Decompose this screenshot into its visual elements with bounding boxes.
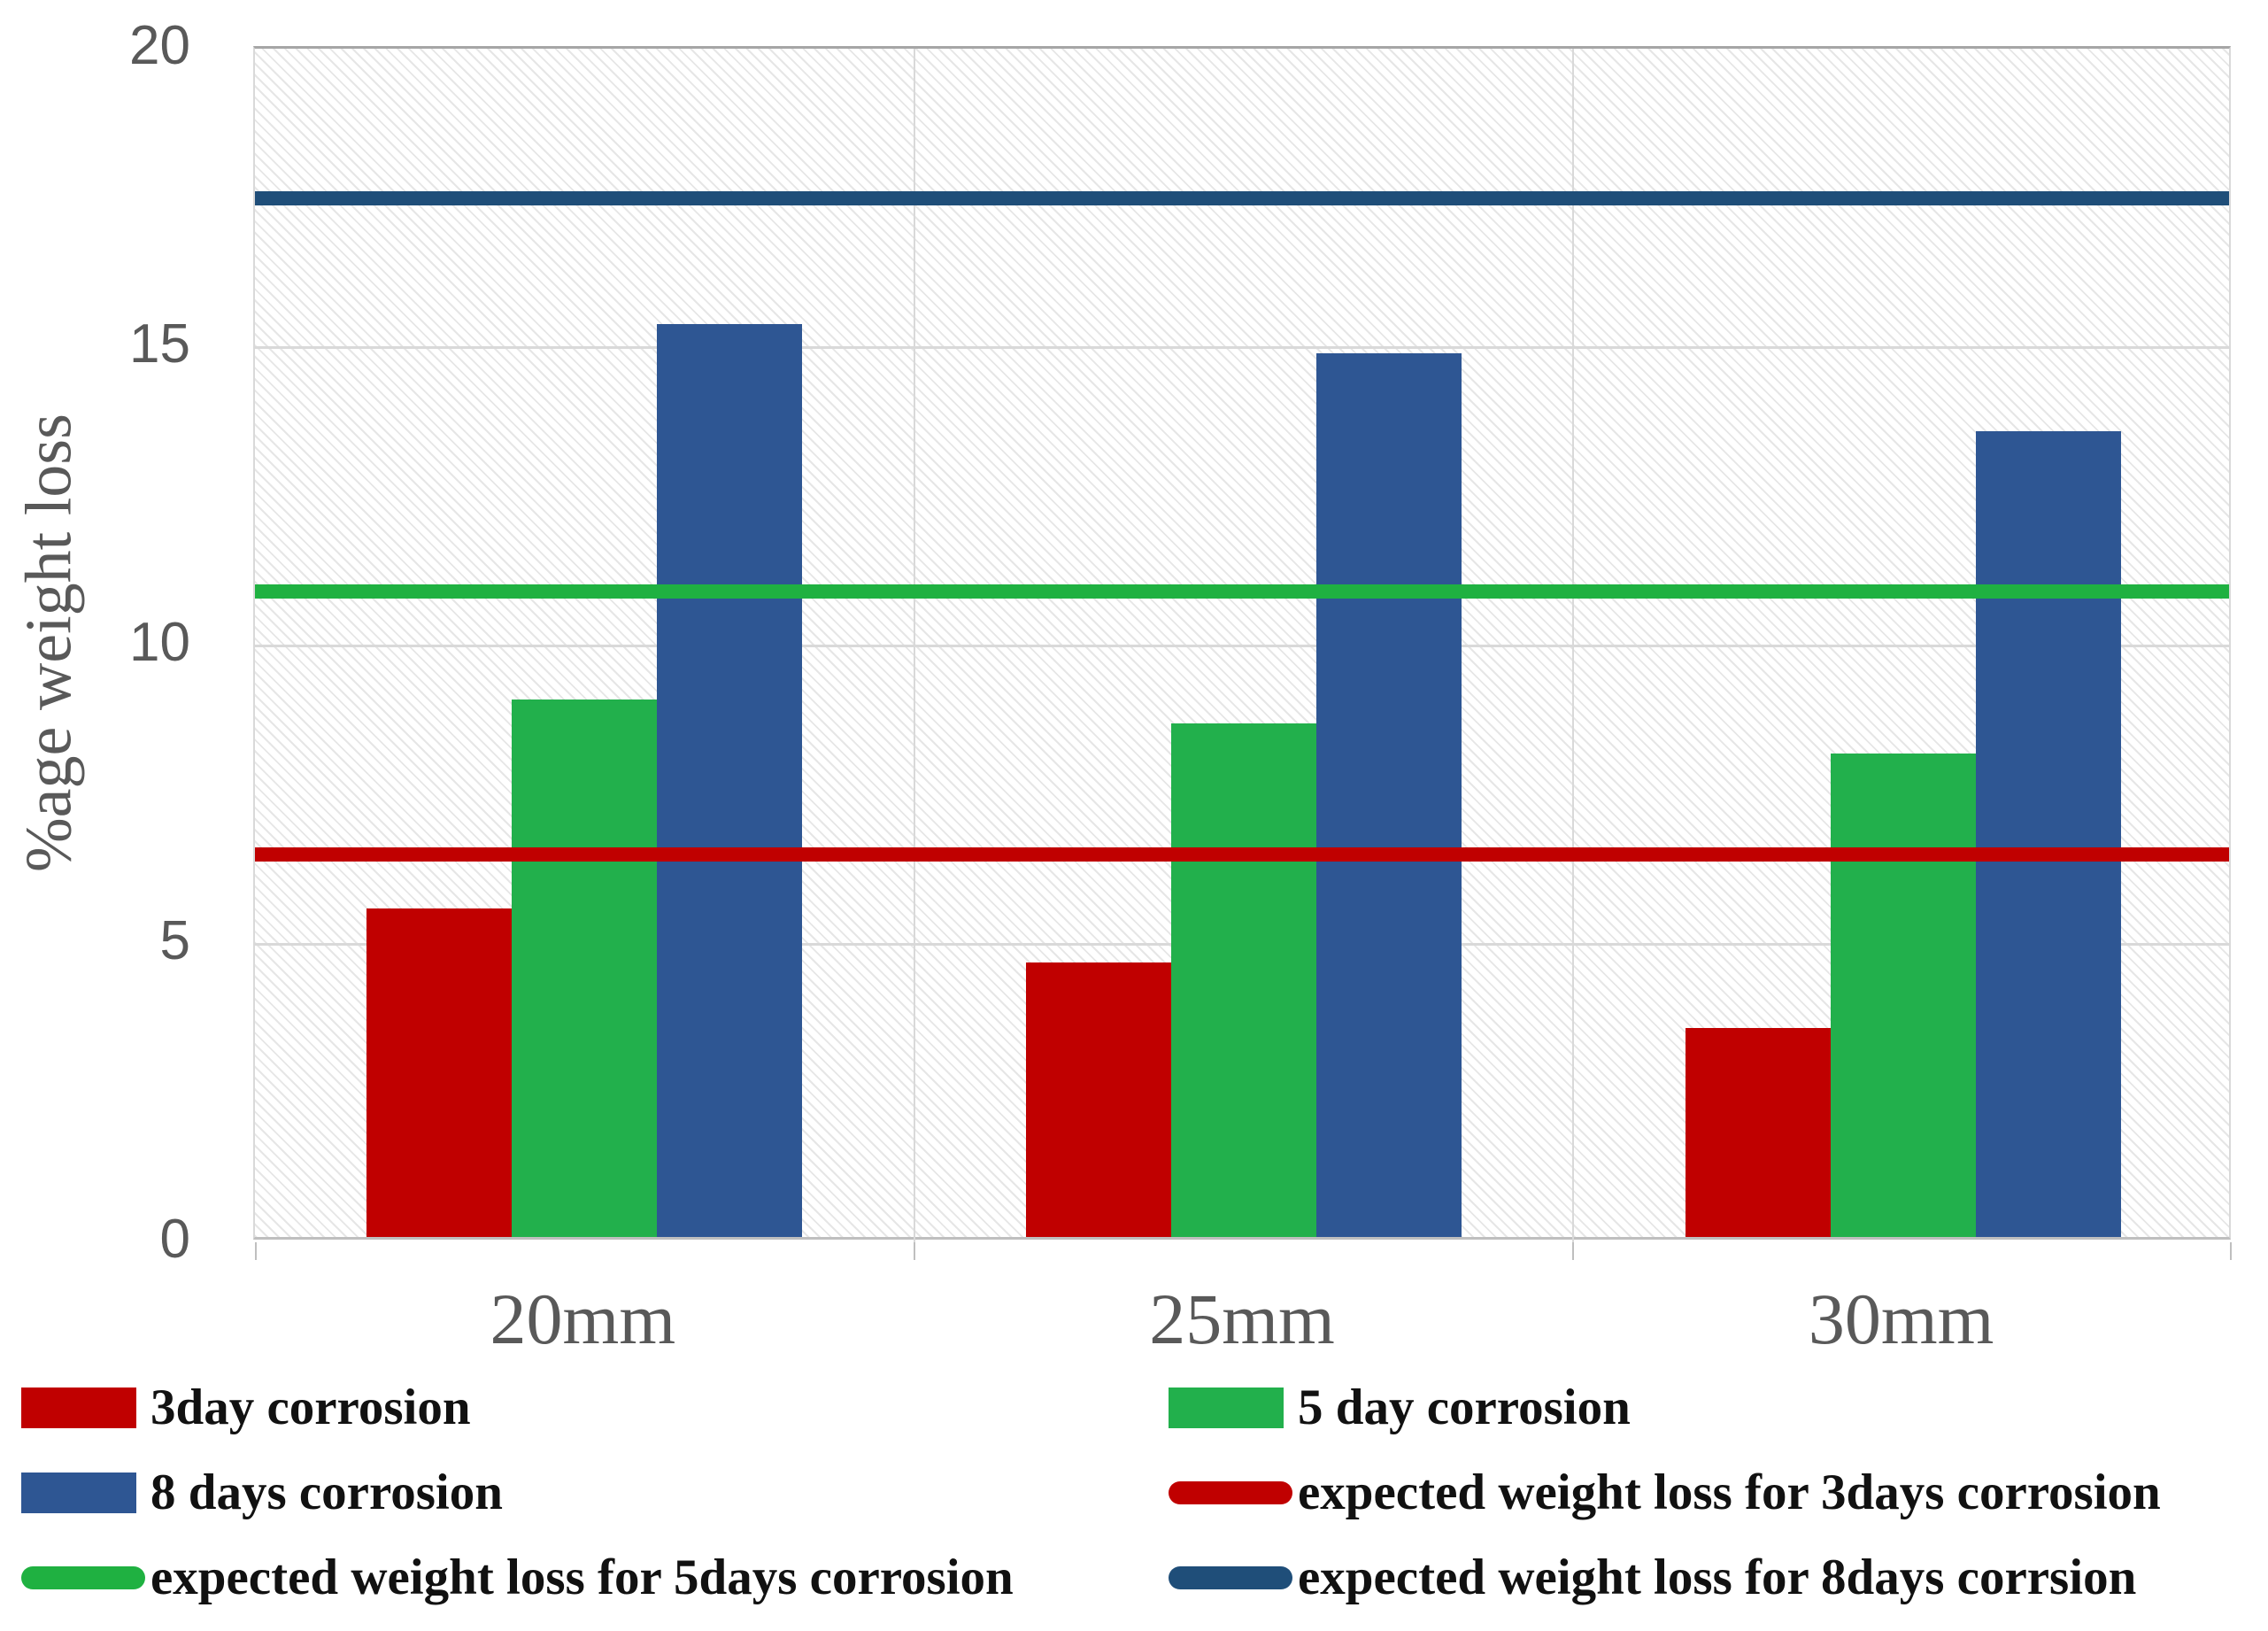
legend-marker-rect-8-days-corrosion [21,1473,136,1513]
bar-8-days-corrosion-30mm [1975,431,2121,1237]
bar-5-day-corrosion-30mm [1830,754,1976,1237]
x-axis-tick [913,1242,915,1260]
legend-label-expected-weight-loss-for-8days-corrsion: expected weight loss for 8days corrsion [1298,1550,2137,1605]
category-separator [1572,49,1575,1242]
y-gridline-15 [255,345,2229,349]
legend-marker-line-expected-weight-loss-for-5days-corrosion [21,1566,145,1589]
legend-marker-line-expected-weight-loss-for-3days-corrosion [1169,1481,1292,1504]
x-axis-tick [255,1242,257,1260]
legend-marker-line-expected-weight-loss-for-8days-corrsion [1169,1566,1292,1589]
reference-line-expected-weight-loss-for-8days-corrsion [255,190,2229,205]
y-gridline-10 [255,644,2229,647]
legend-label-8-days-corrosion: 8 days corrosion [150,1465,503,1520]
x-axis-tick [2230,1242,2232,1260]
bar-3day-corrosion-30mm [1685,1028,1831,1237]
y-tick-label-15: 15 [129,313,190,375]
bar-3day-corrosion-20mm [366,908,513,1237]
bar-5-day-corrosion-25mm [1171,723,1316,1237]
reference-line-expected-weight-loss-for-5days-corrosion [255,584,2229,599]
plot-area [253,46,2232,1260]
bar-5-day-corrosion-20mm [512,700,658,1237]
x-axis-tick [1572,1242,1575,1260]
y-tick-label-5: 5 [159,910,190,971]
legend-label-expected-weight-loss-for-5days-corrosion: expected weight loss for 5days corrosion [150,1550,1014,1605]
y-tick-label-20: 20 [129,15,190,76]
bar-8-days-corrosion-25mm [1316,353,1462,1237]
y-tick-label-10: 10 [129,612,190,673]
reference-line-expected-weight-loss-for-3days-corrosion [255,846,2229,862]
y-tick-label-0: 0 [159,1209,190,1270]
legend-label-5-day-corrosion: 5 day corrosion [1298,1380,1631,1435]
bar-3day-corrosion-25mm [1026,962,1171,1237]
category-separator [913,49,915,1242]
legend-marker-rect-3day-corrosion [21,1388,136,1428]
x-category-label-20mm: 20mm [490,1279,676,1359]
legend-label-3day-corrosion: 3day corrosion [150,1380,471,1435]
legend-marker-rect-5-day-corrosion [1169,1388,1284,1428]
x-category-label-25mm: 25mm [1149,1279,1335,1359]
bar-8-days-corrosion-20mm [657,323,803,1237]
x-category-label-30mm: 30mm [1808,1279,1994,1359]
legend-label-expected-weight-loss-for-3days-corrosion: expected weight loss for 3days corrosion [1298,1465,2161,1520]
legend: 3day corrosion 8 days corrosion expected w… [0,1368,2268,1631]
